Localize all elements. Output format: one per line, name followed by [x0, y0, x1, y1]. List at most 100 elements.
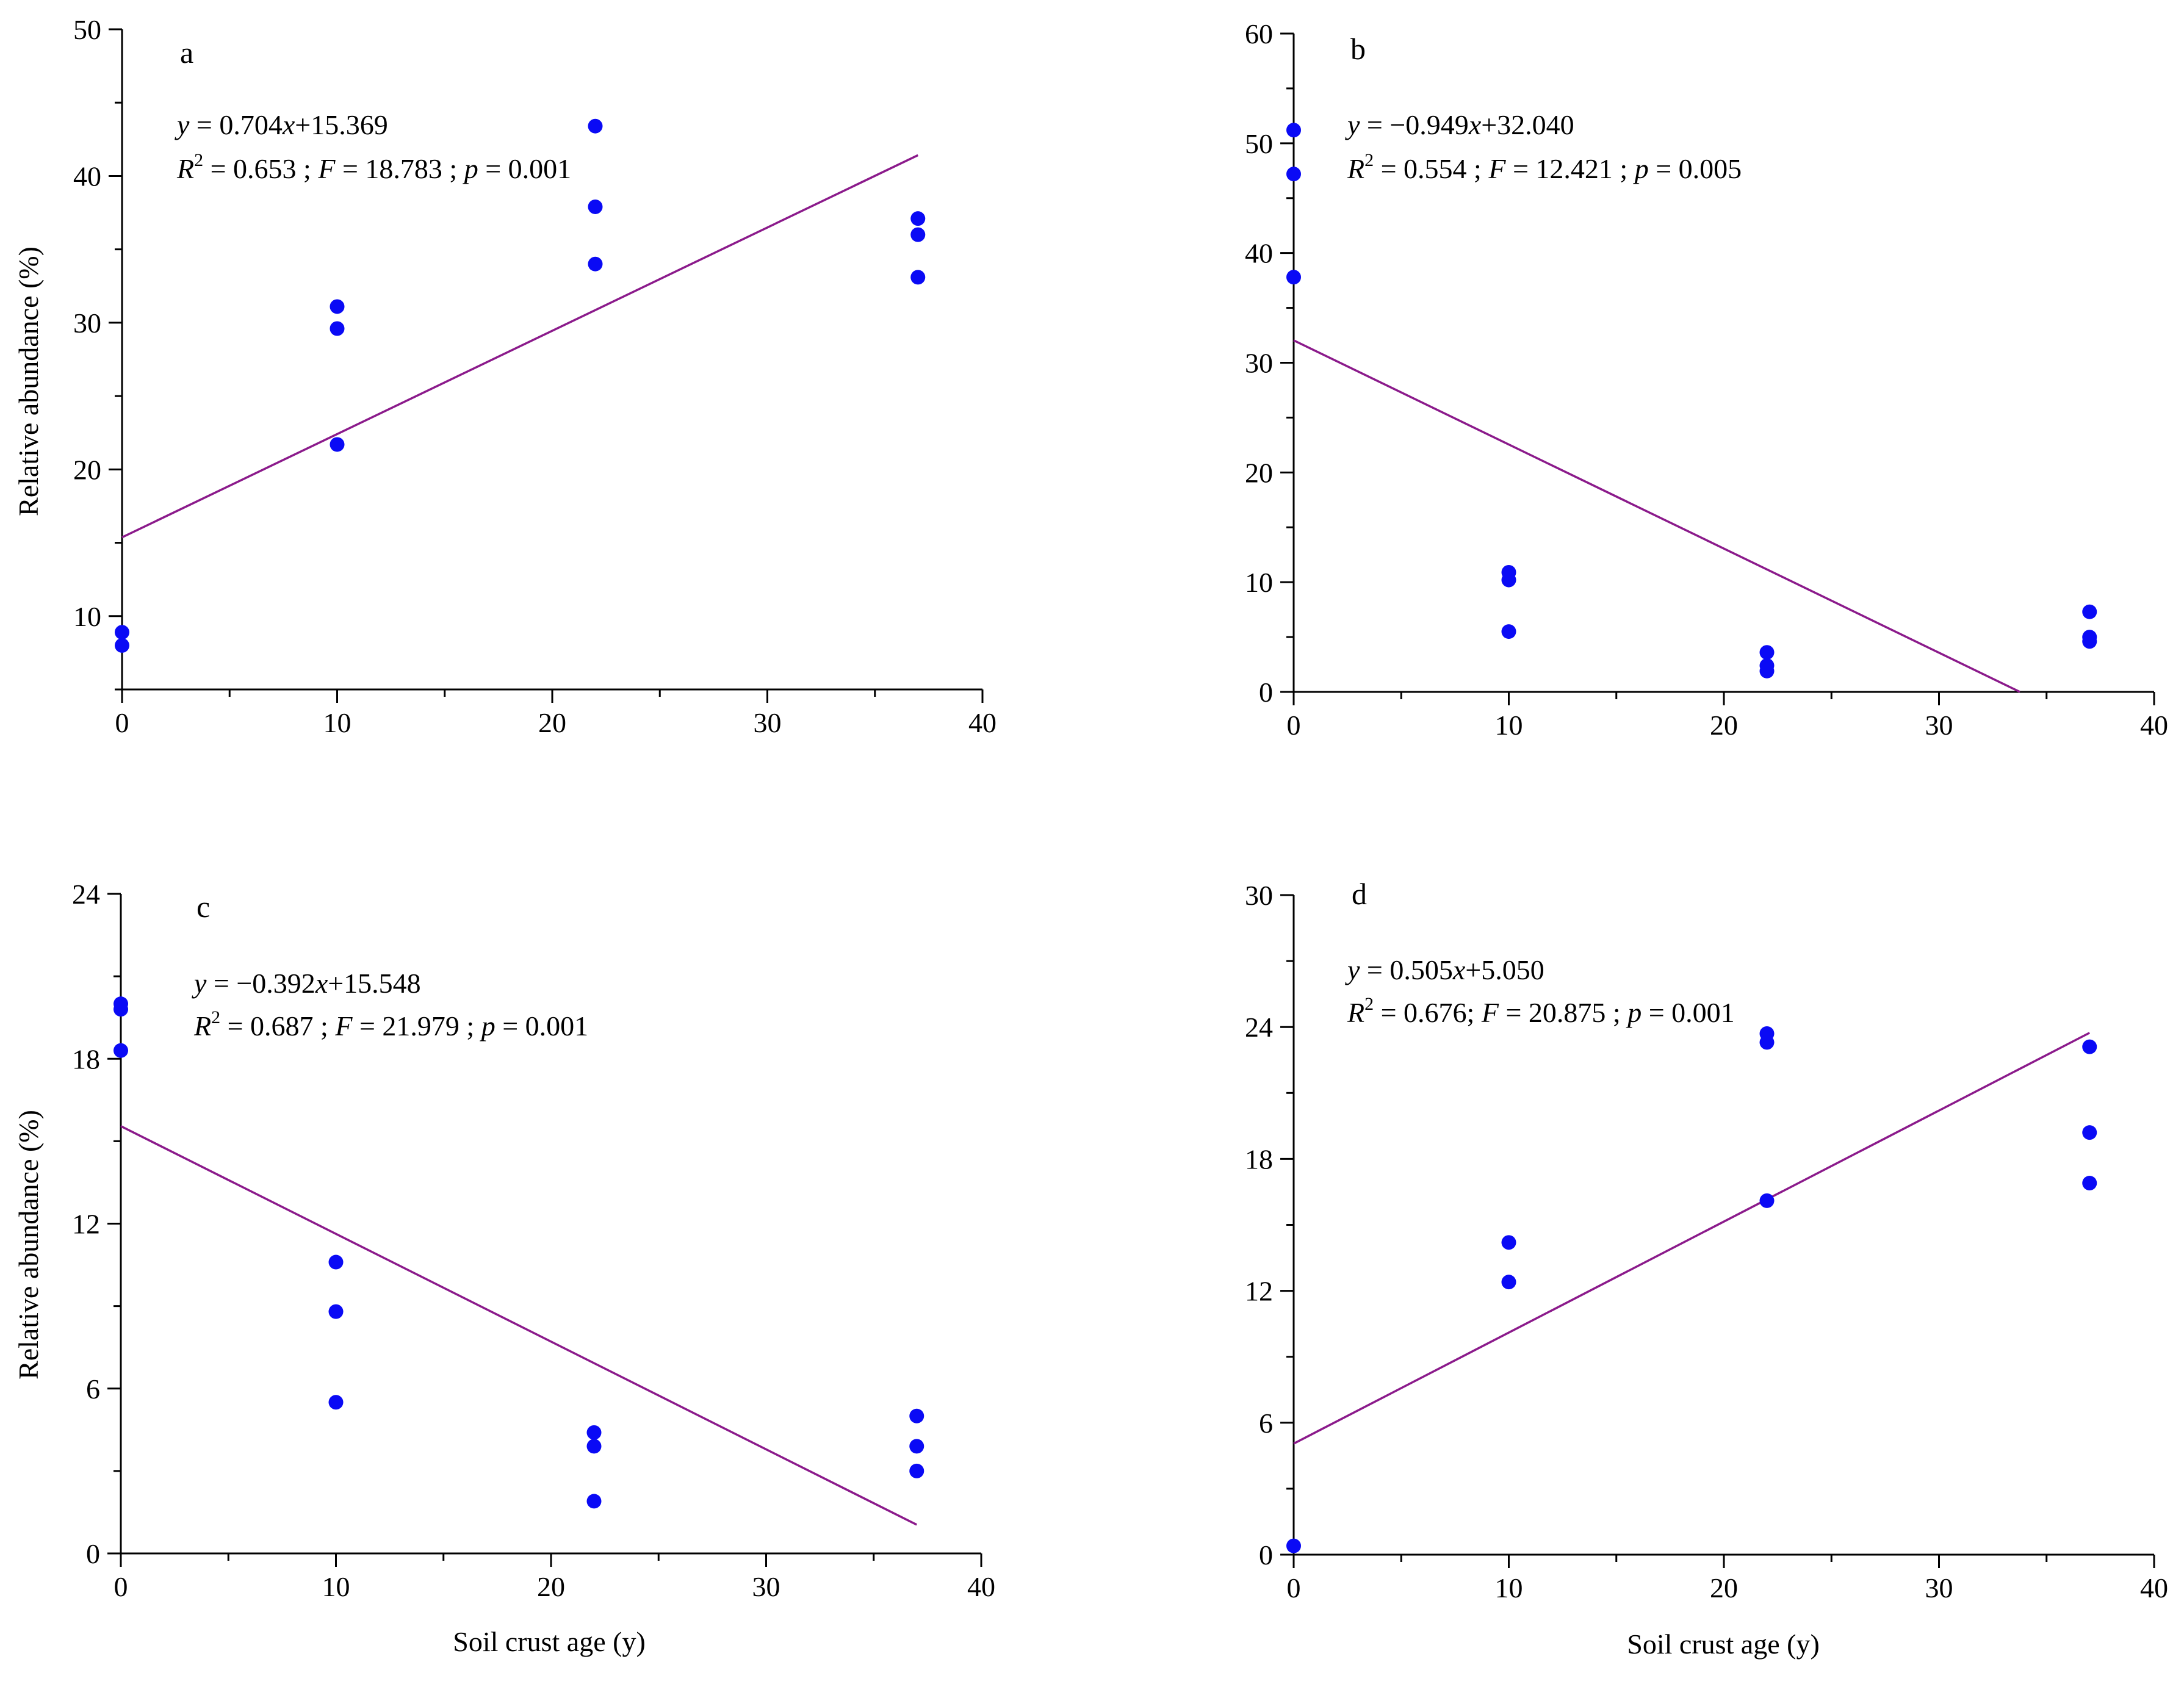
panel-a-data-point: [910, 227, 926, 242]
panel-b-x-tick-label: 30: [1925, 710, 1953, 741]
panel-a-data-point: [115, 638, 129, 653]
panel-a-data-point: [330, 437, 345, 452]
panel-d-y-tick-label: 30: [1245, 880, 1273, 911]
panel-b-data-point: [2082, 634, 2097, 649]
panel-c: c y = −0.392x+15.548 R2 = 0.687 ; F = 21…: [13, 879, 995, 1657]
panel-d-x-tick-label: 10: [1495, 1572, 1523, 1603]
panel-d-stats: R2 = 0.676; F = 20.875 ; p = 0.001: [1347, 994, 1735, 1028]
panel-d-x-tick-label: 0: [1287, 1572, 1301, 1603]
panel-c-x-tick-label: 30: [752, 1571, 780, 1602]
panel-b-y-tick-label: 0: [1259, 677, 1273, 708]
panel-a-data-point: [330, 299, 345, 314]
panel-a-equation: y = 0.704x+15.369: [175, 109, 388, 140]
panel-b-data-point: [2082, 604, 2097, 619]
panel-b-data-point: [1759, 645, 1775, 660]
panel-b-data-point: [1286, 270, 1301, 285]
panel-a-x-tick-label: 40: [968, 707, 996, 738]
panel-a-stats: R2 = 0.653 ; F = 18.783 ; p = 0.001: [176, 150, 571, 184]
panel-a-data-point: [588, 199, 603, 214]
panel-d-data-point: [1286, 1538, 1301, 1553]
panel-c-data-point: [114, 1002, 128, 1017]
panel-b-data-point: [1759, 663, 1775, 678]
panel-c-y-tick-label: 24: [72, 879, 100, 910]
panel-c-y-tick-label: 0: [86, 1538, 100, 1569]
panel-d-y-tick-label: 18: [1245, 1143, 1273, 1175]
panel-d-data-point: [1501, 1235, 1516, 1250]
panel-b-y-tick-label: 60: [1245, 18, 1273, 49]
panel-a-y-tick-label: 20: [73, 454, 101, 485]
panel-b-equation: y = −0.949x+32.040: [1345, 109, 1574, 140]
panel-c-y-tick-label: 6: [86, 1373, 100, 1405]
panel-c-letter: c: [196, 890, 210, 924]
panel-b-x-tick-label: 20: [1710, 710, 1738, 741]
panel-b-data-point: [1286, 167, 1301, 182]
panel-d-data-point: [1501, 1275, 1516, 1290]
panel-b-x-tick-label: 10: [1495, 710, 1523, 741]
panel-d: d y = 0.505x+5.050 R2 = 0.676; F = 20.87…: [1245, 877, 2168, 1660]
panel-c-data-point: [586, 1425, 602, 1440]
panel-b-x-tick-label: 40: [2140, 710, 2168, 741]
panel-c-data-point: [586, 1494, 602, 1509]
panel-c-data-point: [328, 1304, 344, 1319]
panel-d-regression-line: [1293, 1032, 2091, 1445]
panel-d-y-tick-label: 0: [1259, 1539, 1273, 1571]
panel-d-x-tick-label: 30: [1925, 1572, 1953, 1603]
panel-c-x-axis-title: Soil crust age (y): [453, 1626, 646, 1657]
panel-a-data-point: [330, 321, 345, 336]
panel-a-x-tick-label: 30: [754, 707, 782, 738]
panel-d-equation: y = 0.505x+5.050: [1345, 954, 1544, 985]
panel-d-x-tick-label: 40: [2140, 1572, 2168, 1603]
panel-d-data-point: [2082, 1039, 2097, 1054]
panel-a-letter: a: [180, 35, 193, 70]
panel-a-data-point: [115, 625, 129, 640]
panel-a-y-tick-label: 40: [73, 160, 101, 192]
panel-b-stats: R2 = 0.554 ; F = 12.421 ; p = 0.005: [1347, 150, 1742, 184]
panel-a-data-point: [910, 211, 926, 226]
panel-b-y-tick-label: 30: [1245, 348, 1273, 379]
panel-c-y-axis-title: Relative abundance (%): [13, 1110, 44, 1380]
panel-a-y-axis-title: Relative abundance (%): [13, 246, 44, 516]
panel-c-data-point: [909, 1463, 924, 1478]
panel-a-y-tick-label: 50: [73, 14, 101, 45]
panel-c-data-point: [909, 1439, 924, 1454]
panel-d-letter: d: [1352, 877, 1367, 911]
panel-c-x-tick-label: 40: [967, 1571, 995, 1602]
panel-c-equation: y = −0.392x+15.548: [192, 968, 421, 999]
panel-d-y-tick-label: 24: [1245, 1012, 1273, 1043]
panel-c-data-point: [586, 1439, 602, 1454]
panel-a-x-tick-label: 10: [323, 707, 351, 738]
panel-b-y-tick-label: 10: [1245, 567, 1273, 598]
panel-c-stats: R2 = 0.687 ; F = 21.979 ; p = 0.001: [193, 1007, 588, 1042]
panel-a-data-point: [910, 270, 926, 285]
panel-c-data-point: [328, 1254, 344, 1270]
panel-c-x-tick-label: 0: [114, 1571, 128, 1602]
panel-d-x-axis-title: Soil crust age (y): [1627, 1628, 1820, 1660]
panel-a-x-tick-label: 0: [115, 707, 129, 738]
panel-b-y-tick-label: 40: [1245, 238, 1273, 269]
panel-b-data-point: [1286, 123, 1301, 138]
panel-b-regression-line: [1293, 339, 2020, 693]
panel-a-y-tick-label: 10: [73, 601, 101, 632]
panel-b-data-point: [1501, 572, 1516, 588]
panel-c-regression-line: [120, 1125, 918, 1526]
panel-a-data-point: [588, 256, 603, 272]
panel-c-x-tick-label: 20: [537, 1571, 565, 1602]
panel-c-data-point: [328, 1395, 344, 1410]
panel-b-y-tick-label: 20: [1245, 457, 1273, 488]
panel-b-letter: b: [1350, 32, 1366, 66]
panel-a-data-point: [588, 118, 603, 134]
panel-d-y-tick-label: 6: [1259, 1408, 1273, 1439]
panel-a: a y = 0.704x+15.369 R2 = 0.653 ; F = 18.…: [13, 14, 996, 738]
panel-d-data-point: [1759, 1193, 1775, 1208]
panel-c-y-tick-label: 18: [72, 1043, 100, 1074]
panel-b-x-tick-label: 0: [1287, 710, 1301, 741]
panel-a-regression-line: [121, 154, 919, 539]
panel-a-x-tick-label: 20: [538, 707, 566, 738]
panel-b-y-tick-label: 50: [1245, 128, 1273, 159]
panel-d-x-tick-label: 20: [1710, 1572, 1738, 1603]
panel-c-x-tick-label: 10: [322, 1571, 350, 1602]
panel-c-y-tick-label: 12: [72, 1209, 100, 1240]
panel-d-data-point: [2082, 1125, 2097, 1140]
panel-a-y-tick-label: 30: [73, 308, 101, 339]
